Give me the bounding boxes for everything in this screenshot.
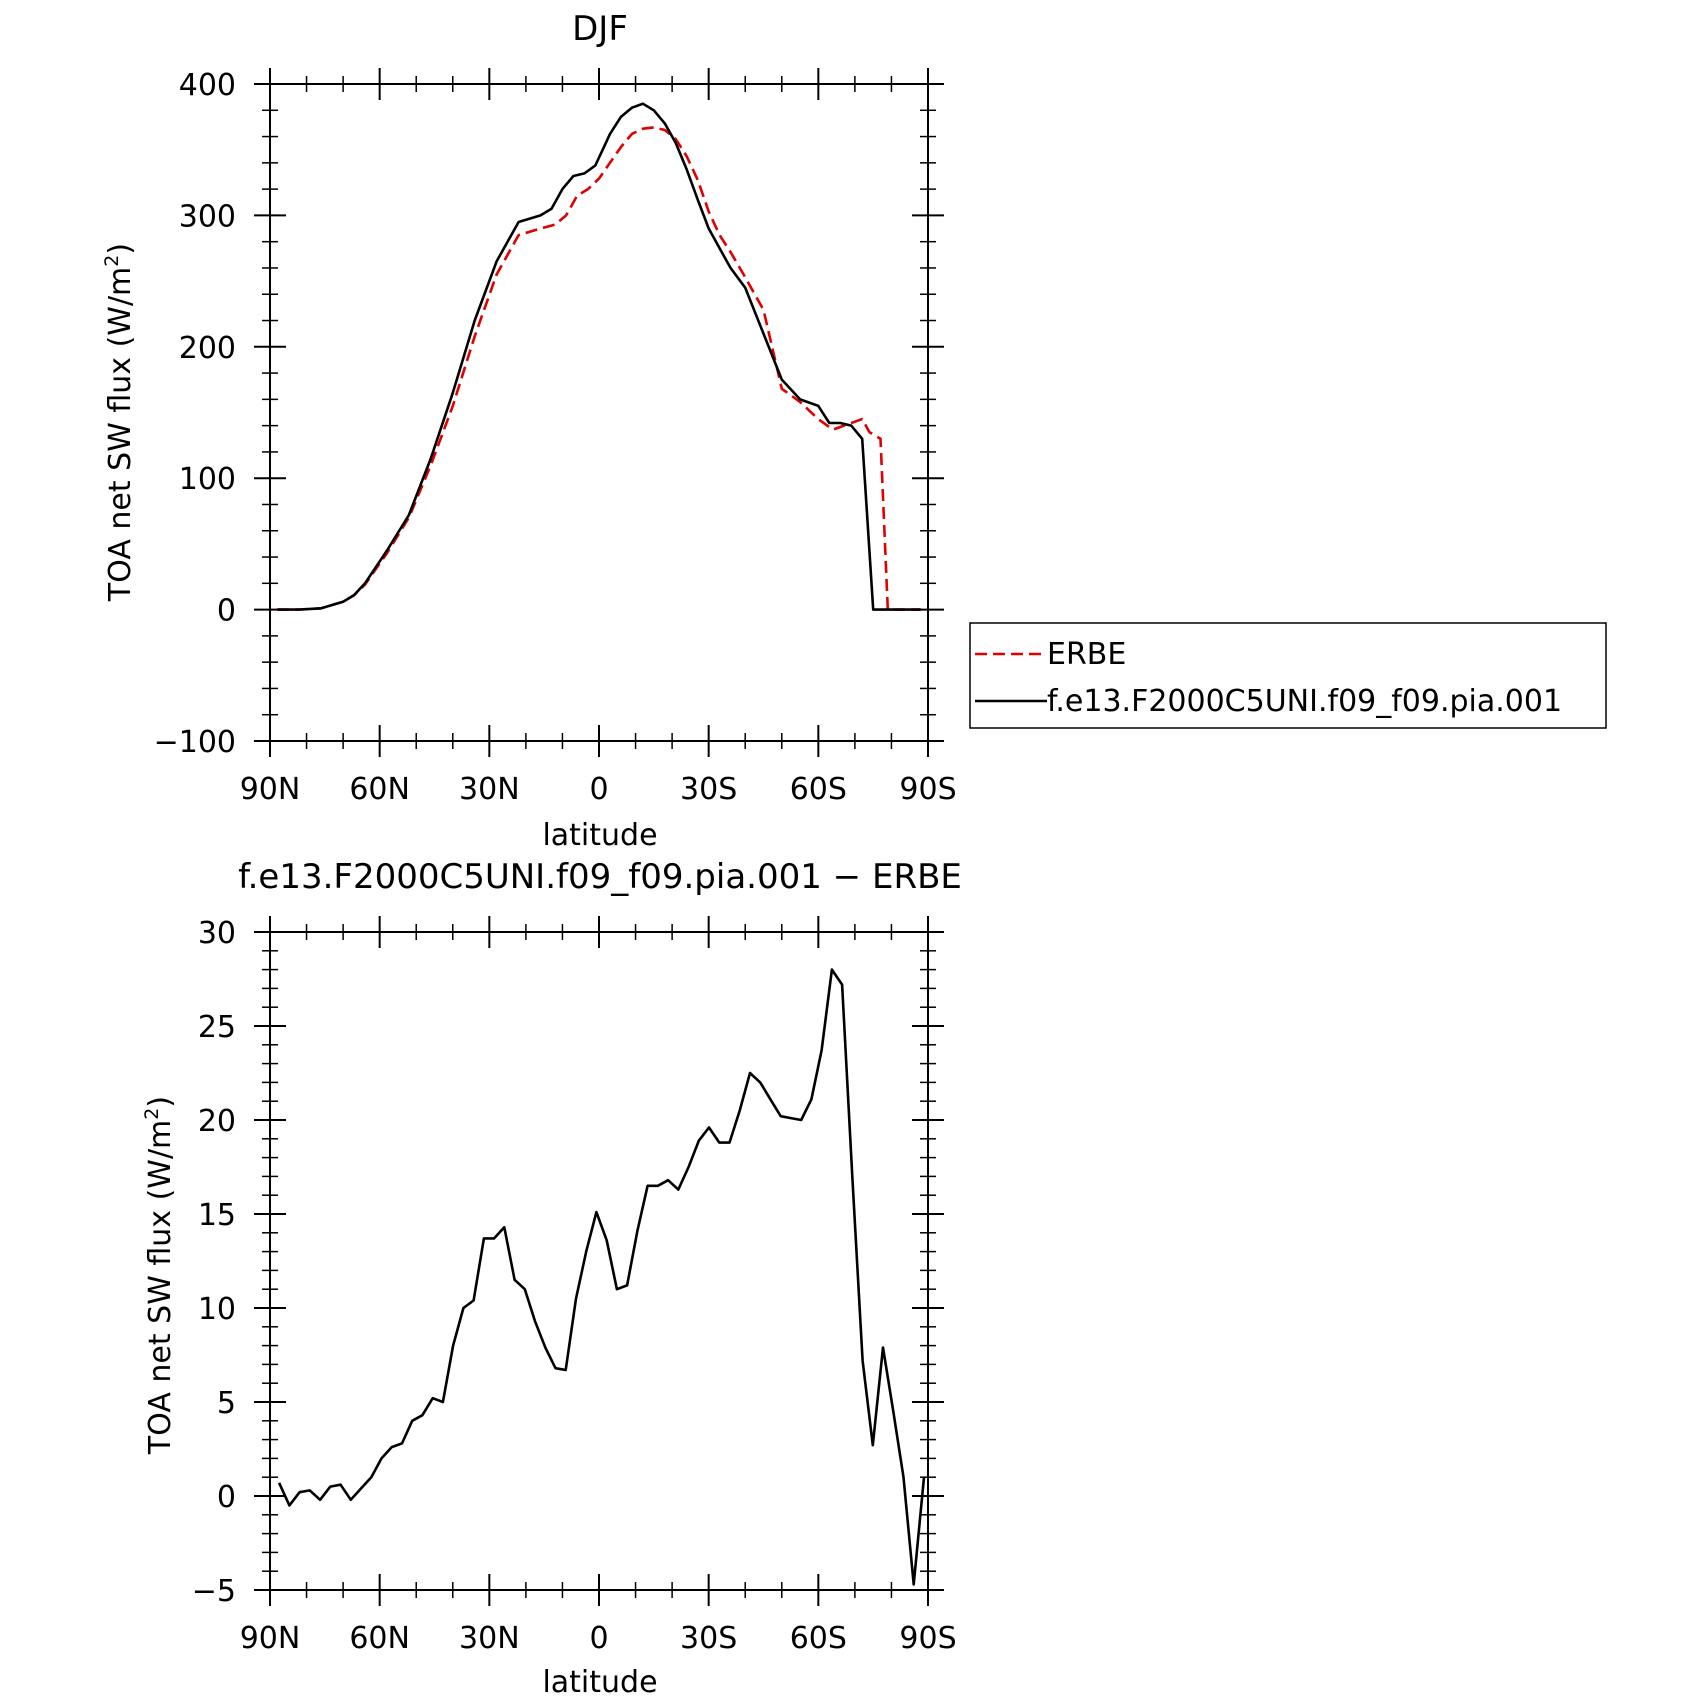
bottom-series-difference — [277, 968, 926, 1586]
top-y-tick-label: 200 — [179, 331, 236, 366]
top-y-tick-label: 0 — [217, 594, 236, 629]
top-y-axis-label-text: TOA net SW flux (W/m — [103, 267, 138, 602]
top-x-tick-label: 30S — [680, 772, 737, 807]
svg-text:TOA net SW flux (W/m2): TOA net SW flux (W/m2) — [141, 1096, 178, 1455]
bottom-panel: f.e13.F2000C5UNI.f09_f09.pia.001 − ERBE … — [141, 857, 962, 1697]
legend-box — [969, 622, 1607, 729]
top-x-tick-label: 30N — [459, 772, 520, 807]
bottom-x-tick-label: 60S — [790, 1621, 847, 1656]
bottom-y-tick-label: 10 — [198, 1292, 236, 1327]
top-series-f-e13-f2000c5uni-f09-f09-pia-001 — [277, 102, 921, 611]
bottom-y-tick-label: 0 — [217, 1480, 236, 1515]
bottom-x-tick-label: 90N — [240, 1621, 301, 1656]
bottom-x-tick-label: 90S — [899, 1621, 956, 1656]
bottom-y-tick-label: −5 — [192, 1574, 236, 1609]
bottom-y-tick-label: 20 — [198, 1104, 236, 1139]
top-y-tick-label: 100 — [179, 462, 236, 497]
top-y-axis-label-close: ) — [103, 243, 138, 255]
top-x-tick-label: 0 — [589, 772, 608, 807]
top-y-tick-label: 300 — [179, 199, 236, 234]
top-x-tick-label: 90S — [899, 772, 956, 807]
top-x-tick-label: 60S — [790, 772, 847, 807]
top-x-tick-label: 90N — [240, 772, 301, 807]
svg-text:TOA net SW flux (W/m2): TOA net SW flux (W/m2) — [101, 243, 138, 602]
bottom-y-axis-label-close: ) — [143, 1096, 178, 1108]
bottom-chart-title: f.e13.F2000C5UNI.f09_f09.pia.001 − ERBE — [238, 857, 962, 897]
top-y-axis-label: TOA net SW flux (W/m2) — [101, 243, 138, 602]
bottom-x-tick-label: 60N — [349, 1621, 410, 1656]
top-y-axis-label-sup: 2 — [101, 255, 123, 267]
bottom-y-axis-label-text: TOA net SW flux (W/m — [143, 1120, 178, 1455]
bottom-x-tick-label: 30N — [459, 1621, 520, 1656]
top-x-tick-label: 60N — [349, 772, 410, 807]
bottom-x-axis-label: latitude — [542, 1665, 657, 1697]
bottom-y-axis-label-sup: 2 — [141, 1108, 163, 1120]
bottom-x-tick-label: 30S — [680, 1621, 737, 1656]
bottom-y-axis-label: TOA net SW flux (W/m2) — [141, 1096, 178, 1455]
bottom-y-tick-label: 30 — [198, 916, 236, 951]
top-y-tick-label: −100 — [154, 725, 236, 760]
top-x-axis-label: latitude — [542, 818, 657, 853]
legend-label-model: f.e13.F2000C5UNI.f09_f09.pia.001 — [1047, 684, 1562, 719]
legend-label-erbe: ERBE — [1047, 637, 1126, 672]
bottom-y-tick-label: 25 — [198, 1010, 236, 1045]
top-series-erbe — [277, 126, 921, 611]
legend: ERBE f.e13.F2000C5UNI.f09_f09.pia.001 — [969, 622, 1607, 729]
bottom-x-tick-label: 0 — [589, 1621, 608, 1656]
top-chart-title: DJF — [572, 9, 628, 49]
bottom-y-tick-label: 5 — [217, 1386, 236, 1421]
top-panel: DJF TOA net SW flux (W/m2) latitude 400 3… — [101, 9, 957, 853]
bottom-plot-frame — [269, 931, 929, 1591]
top-y-tick-label: 400 — [179, 68, 236, 103]
bottom-y-tick-label: 15 — [198, 1198, 236, 1233]
top-plot-frame — [269, 83, 929, 742]
